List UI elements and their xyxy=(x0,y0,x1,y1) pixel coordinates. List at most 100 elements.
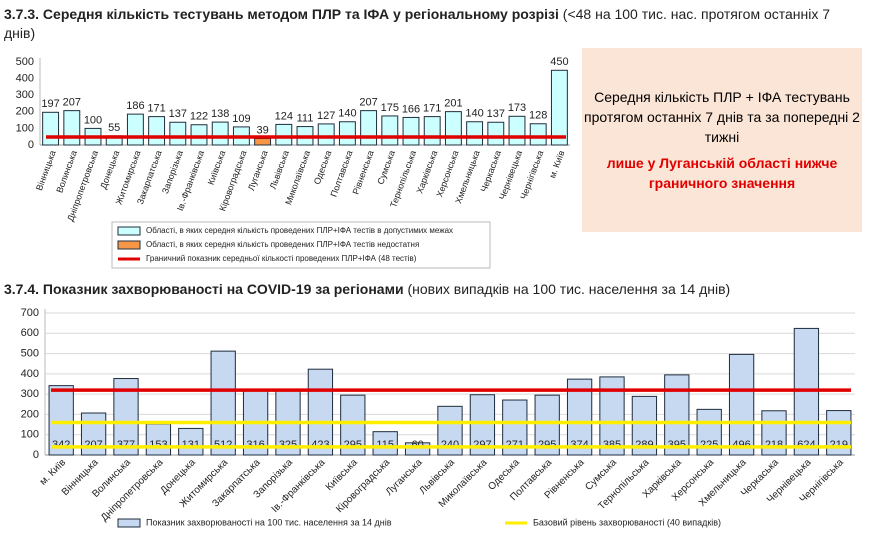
value-label: 423 xyxy=(311,439,329,451)
value-label: 140 xyxy=(465,108,483,120)
value-label: 138 xyxy=(211,108,229,120)
value-label: 171 xyxy=(423,103,441,115)
x-tick-label: Волинська xyxy=(54,149,79,194)
value-label: 100 xyxy=(84,114,102,126)
value-label: 137 xyxy=(487,108,505,120)
legend-swatch xyxy=(117,226,141,236)
note-text: Середня кількість ПЛР + ІФА тестувань пр… xyxy=(584,89,860,145)
bar xyxy=(211,121,229,146)
y-tick-label: 300 xyxy=(16,89,34,101)
value-label: 131 xyxy=(182,439,200,451)
value-label: 128 xyxy=(529,110,547,122)
bar xyxy=(664,374,690,456)
bar xyxy=(469,394,496,456)
value-label: 111 xyxy=(297,112,314,124)
bar xyxy=(508,115,526,146)
chart-title: 3.7.3. Середня кількість тестувань метод… xyxy=(4,6,559,22)
x-tick-label: м. Київ xyxy=(38,457,68,487)
x-tick-label: Черкаська xyxy=(479,149,503,193)
chart-subtitle: (нових випадків на 100 тис. населення за… xyxy=(407,281,731,297)
bar xyxy=(178,427,204,456)
legend-label: Граничний показник середньої кількості п… xyxy=(146,254,417,263)
legend-label: Області, в яких середня кількість провед… xyxy=(146,240,419,249)
bar xyxy=(145,423,172,456)
bar xyxy=(42,111,60,146)
y-tick-label: 400 xyxy=(21,368,39,380)
value-label: 55 xyxy=(108,122,120,134)
value-label: 297 xyxy=(473,439,491,451)
value-label: 186 xyxy=(126,100,144,112)
value-label: 173 xyxy=(508,102,526,114)
bar xyxy=(466,121,484,146)
bar xyxy=(275,123,293,146)
chart-subtitle: (<48 на 100 тис. нас. протягом останніх … xyxy=(4,6,831,41)
x-tick-label: Сумська xyxy=(375,149,397,186)
bar xyxy=(529,123,547,146)
value-label: 395 xyxy=(668,439,686,451)
value-label: 385 xyxy=(603,439,621,451)
x-tick-label: Дніпропетровська xyxy=(99,457,166,524)
value-label: 450 xyxy=(550,56,568,68)
value-label: 39 xyxy=(256,124,268,136)
value-label: 342 xyxy=(52,439,70,451)
bar xyxy=(210,350,236,456)
value-label: 109 xyxy=(232,113,250,125)
bar xyxy=(190,124,208,146)
y-tick-label: 400 xyxy=(16,73,34,85)
legend-label: Області, в яких середня кількість провед… xyxy=(146,226,453,235)
bar xyxy=(307,368,334,456)
legend-swatch xyxy=(117,518,141,528)
bar xyxy=(402,116,420,146)
value-label: 153 xyxy=(149,439,167,451)
bar xyxy=(728,353,755,456)
value-label: 207 xyxy=(63,97,81,109)
value-label: 166 xyxy=(402,103,420,115)
bar xyxy=(126,113,144,146)
value-label: 240 xyxy=(441,439,459,451)
bar xyxy=(444,111,462,146)
value-label: 512 xyxy=(214,439,232,451)
legend-frame xyxy=(111,221,491,269)
y-tick-label: 200 xyxy=(21,408,39,420)
x-tick-label: м. Київ xyxy=(547,149,566,180)
y-tick-label: 0 xyxy=(33,449,39,461)
value-label: 207 xyxy=(84,439,102,451)
bar xyxy=(254,138,272,146)
value-label: 197 xyxy=(41,98,59,110)
note-highlight: лише у Луганській області нижче гранично… xyxy=(606,155,838,191)
y-tick-label: 700 xyxy=(21,307,39,319)
value-label: 60 xyxy=(411,439,423,451)
x-tick-label: Донецька xyxy=(98,149,121,190)
y-tick-label: 200 xyxy=(16,106,34,118)
value-label: 175 xyxy=(381,102,399,114)
bar xyxy=(360,110,378,146)
legend-swatch xyxy=(117,240,141,250)
bar xyxy=(534,394,560,456)
value-label: 115 xyxy=(376,439,394,451)
bar xyxy=(317,123,335,146)
x-tick-label: Луганська xyxy=(246,149,270,192)
bar xyxy=(381,115,399,146)
x-tick-label: Харківська xyxy=(415,149,440,195)
x-tick-label: Запорізька xyxy=(160,149,185,195)
note-box: Середня кількість ПЛР + ІФА тестувань пр… xyxy=(582,48,862,232)
value-label: 295 xyxy=(538,439,556,451)
value-label: 624 xyxy=(797,439,815,451)
value-label: 377 xyxy=(117,439,135,451)
bar xyxy=(63,110,81,146)
value-label: 289 xyxy=(635,439,653,451)
y-tick-label: 300 xyxy=(21,388,39,400)
x-tick-label: Вінницька xyxy=(34,149,58,192)
value-label: 122 xyxy=(190,111,208,123)
value-label: 137 xyxy=(169,108,187,120)
bar xyxy=(550,69,568,146)
value-label: 218 xyxy=(765,439,783,451)
bar xyxy=(48,385,74,456)
value-label: 316 xyxy=(246,439,264,451)
chart-title-block: 3.7.3. Середня кількість тестувань метод… xyxy=(4,5,849,43)
value-label: 201 xyxy=(444,98,462,110)
x-tick-label: Одеська xyxy=(312,149,334,186)
bar xyxy=(340,394,366,456)
y-tick-label: 0 xyxy=(28,139,34,151)
